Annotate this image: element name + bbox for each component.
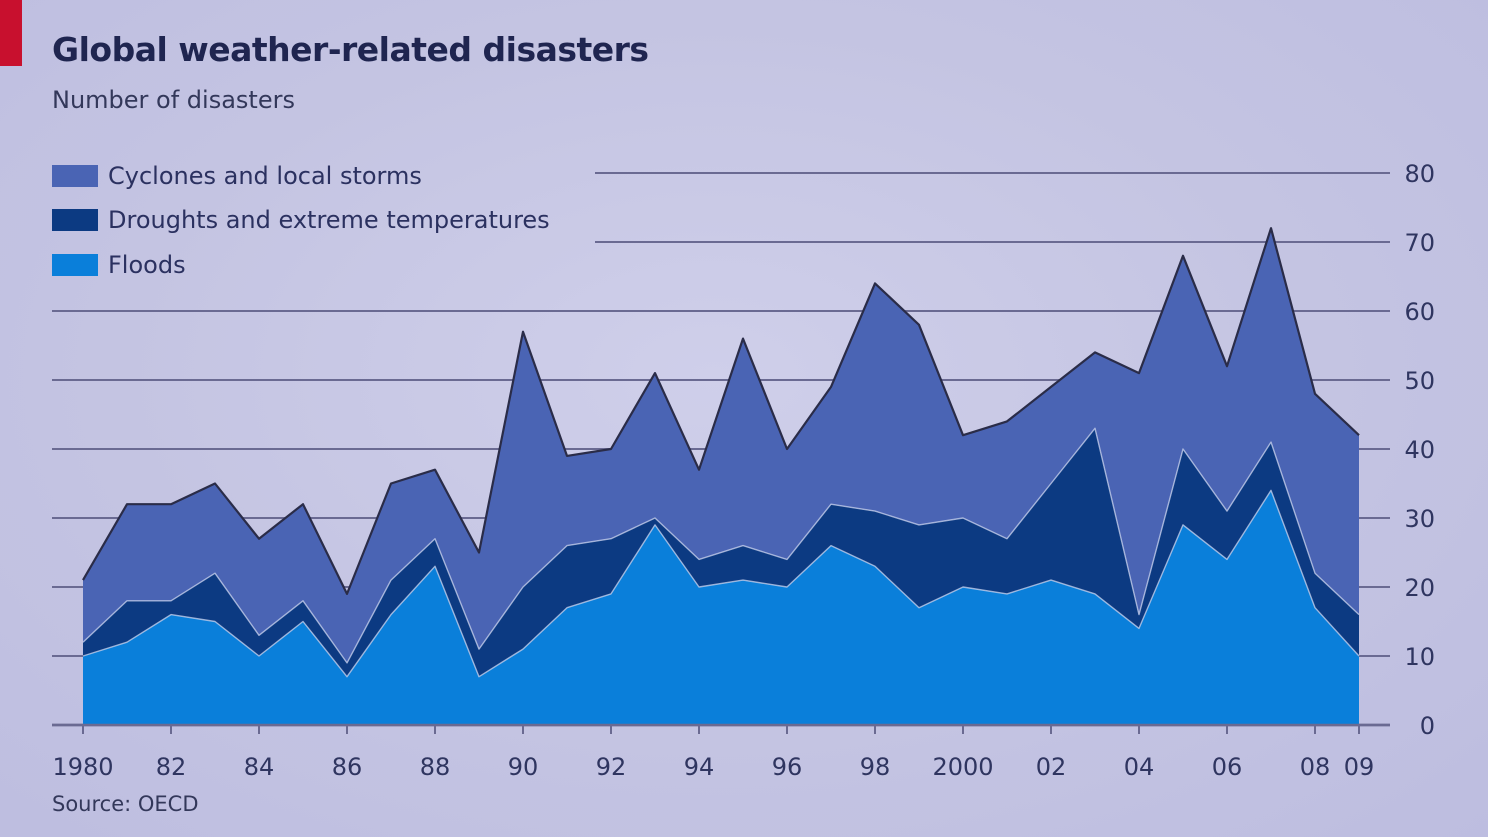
x-tick-label-2004: 04	[1124, 753, 1155, 781]
x-tick-label-1980: 1980	[52, 753, 113, 781]
y-tick-label-10: 10	[1404, 643, 1435, 671]
x-tick-label-1998: 98	[860, 753, 891, 781]
area-cyclones	[83, 228, 1359, 663]
x-tick-label-1982: 82	[156, 753, 187, 781]
line-droughts	[82, 427, 1360, 664]
brand-tab	[0, 0, 22, 66]
legend-swatch-floods	[52, 254, 98, 276]
y-tick-label-0: 0	[1420, 712, 1435, 740]
y-tick-label-50: 50	[1404, 367, 1435, 395]
x-tick-label-1992: 92	[596, 753, 627, 781]
legend-swatch-cyclones	[52, 165, 98, 187]
x-tick-label-2000: 2000	[932, 753, 993, 781]
legend-label-cyclones: Cyclones and local storms	[108, 162, 422, 190]
legend-item-cyclones: Cyclones and local storms	[52, 161, 422, 191]
chart-subtitle: Number of disasters	[52, 86, 295, 114]
legend-swatch-droughts	[52, 209, 98, 231]
area-floods	[83, 490, 1359, 725]
legend-label-floods: Floods	[108, 251, 186, 279]
x-tick-label-1988: 88	[420, 753, 451, 781]
x-tick-label-1996: 96	[772, 753, 803, 781]
y-tick-label-70: 70	[1404, 229, 1435, 257]
x-tick-label-2008: 08	[1300, 753, 1331, 781]
y-tick-label-20: 20	[1404, 574, 1435, 602]
x-tick-label-1990: 90	[508, 753, 539, 781]
legend-item-droughts: Droughts and extreme temperatures	[52, 205, 550, 235]
y-tick-label-80: 80	[1404, 160, 1435, 188]
legend-item-floods: Floods	[52, 250, 186, 280]
legend-label-droughts: Droughts and extreme temperatures	[108, 206, 550, 234]
x-tick-label-1984: 84	[244, 753, 275, 781]
y-tick-label-40: 40	[1404, 436, 1435, 464]
line-floods	[82, 489, 1360, 678]
y-tick-label-60: 60	[1404, 298, 1435, 326]
source-note: Source: OECD	[52, 792, 199, 816]
chart-title: Global weather-related disasters	[52, 30, 649, 69]
x-tick-label-2002: 02	[1036, 753, 1067, 781]
x-tick-label-1986: 86	[332, 753, 363, 781]
x-tick-label-2006: 06	[1212, 753, 1243, 781]
line-cyclones	[82, 227, 1360, 595]
x-tick-label-2009: 09	[1344, 753, 1375, 781]
x-tick-label-1994: 94	[684, 753, 715, 781]
y-tick-label-30: 30	[1404, 505, 1435, 533]
